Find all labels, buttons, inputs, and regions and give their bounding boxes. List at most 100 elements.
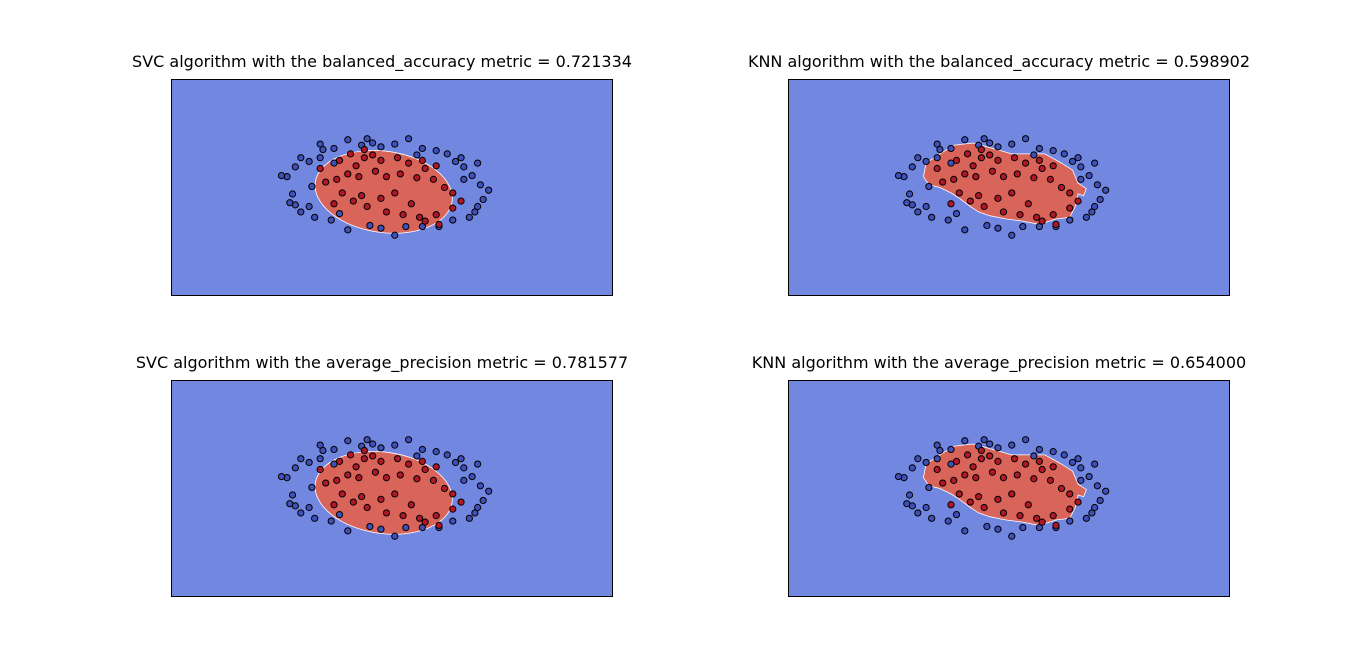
- inner-class-point: [1030, 475, 1038, 483]
- outer-class-point: [460, 476, 468, 484]
- outer-class-point: [1008, 231, 1016, 239]
- inner-class-point: [407, 501, 415, 509]
- outer-class-point: [413, 452, 421, 460]
- inner-class-point: [432, 211, 440, 219]
- inner-class-point: [950, 476, 958, 484]
- outer-class-point: [983, 522, 991, 531]
- inner-class-point: [1049, 463, 1057, 471]
- outer-class-point: [1082, 514, 1090, 522]
- inner-class-point: [1049, 211, 1057, 219]
- outer-class-point: [1068, 458, 1077, 467]
- outer-class-point: [468, 472, 476, 481]
- plot-frame: [788, 79, 1230, 296]
- outer-class-point: [947, 144, 955, 153]
- inner-class-point: [335, 156, 344, 164]
- outer-class-point: [933, 140, 941, 148]
- outer-class-point: [449, 517, 457, 525]
- inner-class-point: [391, 490, 399, 498]
- outer-class-point: [316, 441, 324, 449]
- inner-class-point: [961, 170, 969, 178]
- outer-class-point: [457, 455, 465, 463]
- outer-class-point: [1093, 482, 1101, 490]
- inner-class-point: [999, 509, 1008, 517]
- inner-class-point: [952, 156, 961, 164]
- outer-class-point: [474, 159, 482, 167]
- outer-class-point: [460, 464, 468, 472]
- outer-class-point: [947, 159, 955, 167]
- inner-class-point: [947, 501, 955, 509]
- inner-class-point: [988, 468, 997, 476]
- inner-class-point: [939, 178, 947, 186]
- outer-class-point: [1077, 175, 1085, 183]
- outer-class-point: [1082, 213, 1090, 221]
- outer-class-point: [903, 500, 911, 508]
- outer-class-point: [402, 523, 410, 532]
- inner-class-point: [418, 457, 426, 465]
- inner-class-point: [407, 200, 415, 208]
- outer-class-point: [418, 222, 426, 231]
- outer-class-point: [391, 231, 399, 239]
- decision-boundary-plot: [171, 79, 613, 296]
- inner-class-point: [421, 518, 429, 526]
- outer-class-point: [1088, 509, 1096, 517]
- inner-class-point: [994, 495, 1002, 503]
- outer-class-point: [980, 135, 988, 143]
- inner-class-point: [994, 457, 1002, 465]
- outer-class-point: [377, 143, 385, 151]
- inner-class-point: [440, 183, 449, 192]
- inner-class-point: [1024, 501, 1032, 509]
- inner-class-point: [933, 164, 941, 173]
- outer-class-point: [925, 182, 933, 191]
- outer-class-point: [914, 509, 922, 517]
- inner-class-point: [360, 446, 368, 455]
- inner-class-point: [363, 202, 371, 211]
- inner-class-point: [1052, 220, 1060, 228]
- inner-class-point: [952, 457, 961, 465]
- inner-class-point: [961, 471, 969, 479]
- outer-class-point: [297, 154, 305, 162]
- inner-class-point: [349, 197, 357, 205]
- inner-class-point: [1024, 200, 1032, 208]
- inner-class-point: [1038, 465, 1046, 474]
- inner-class-point: [966, 197, 974, 205]
- outer-class-point: [485, 487, 493, 495]
- inner-class-point: [986, 151, 994, 159]
- outer-class-point: [905, 190, 914, 198]
- outer-class-point: [1021, 436, 1030, 444]
- inner-class-point: [969, 162, 977, 170]
- outer-class-point: [305, 157, 313, 166]
- inner-class-point: [360, 145, 368, 154]
- inner-class-point: [399, 211, 407, 219]
- outer-class-point: [1068, 157, 1077, 166]
- outer-class-point: [1049, 448, 1057, 456]
- inner-class-point: [352, 463, 360, 471]
- outer-class-point: [936, 446, 944, 455]
- outer-class-point: [1088, 208, 1096, 216]
- outer-class-point: [980, 436, 988, 444]
- inner-class-point: [449, 204, 457, 212]
- outer-class-point: [377, 444, 385, 452]
- decision-boundary-plot: [788, 79, 1230, 296]
- inner-class-point: [966, 498, 974, 506]
- outer-class-point: [944, 216, 952, 224]
- outer-class-point: [308, 182, 316, 191]
- inner-class-point: [1038, 164, 1046, 173]
- outer-class-point: [479, 496, 487, 505]
- outer-class-point: [1035, 445, 1043, 454]
- inner-class-point: [349, 498, 357, 506]
- outer-class-point: [288, 491, 297, 499]
- inner-class-point: [1010, 455, 1019, 463]
- outer-class-point: [479, 195, 487, 204]
- outer-class-point: [471, 509, 479, 517]
- outer-class-point: [277, 472, 286, 481]
- inner-class-point: [1046, 476, 1055, 484]
- outer-class-point: [1030, 151, 1038, 159]
- outer-class-point: [460, 163, 468, 171]
- inner-class-point: [988, 167, 997, 175]
- inner-class-point: [1010, 154, 1019, 162]
- outer-class-point: [363, 135, 371, 143]
- inner-class-point: [975, 192, 983, 200]
- outer-class-point: [311, 514, 319, 522]
- outer-class-point: [471, 208, 479, 216]
- outer-class-point: [286, 199, 294, 207]
